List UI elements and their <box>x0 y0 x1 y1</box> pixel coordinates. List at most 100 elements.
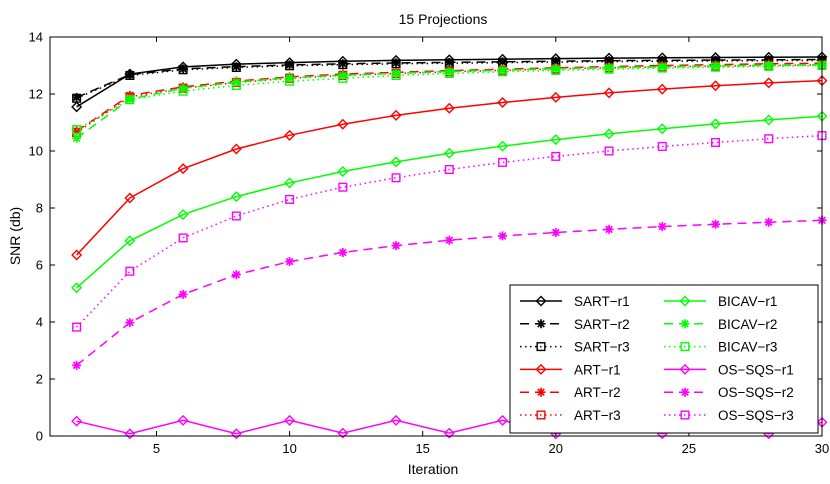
data-point <box>710 80 722 92</box>
legend-item: BICAV−r3 <box>664 340 777 355</box>
data-point <box>71 249 83 261</box>
data-point <box>604 62 614 72</box>
data-point <box>443 102 455 114</box>
series-line <box>76 64 823 131</box>
data-point <box>71 101 83 113</box>
data-point <box>711 219 721 229</box>
legend-marker <box>536 319 546 329</box>
data-point <box>764 134 774 144</box>
data-point <box>391 70 401 81</box>
legend-marker <box>535 295 547 307</box>
legend-item: ART−r3 <box>520 408 621 423</box>
legend-label: SART−r1 <box>574 294 630 309</box>
data-point <box>391 58 401 68</box>
x-axis-label: Iteration <box>408 461 459 477</box>
series-bicav-r1 <box>71 110 828 294</box>
data-point <box>178 289 188 299</box>
data-point <box>230 428 242 440</box>
data-point <box>178 233 188 243</box>
legend-marker <box>679 295 691 307</box>
series-os-sqs-r3 <box>72 131 827 332</box>
data-point <box>443 147 455 159</box>
data-point <box>550 91 562 103</box>
data-point <box>231 62 241 72</box>
x-tick-label: 20 <box>549 441 563 456</box>
data-point <box>72 92 82 102</box>
series-line <box>76 63 823 139</box>
legend-item: BICAV−r2 <box>664 317 777 332</box>
legend-marker <box>536 387 546 397</box>
data-point <box>178 83 188 93</box>
data-point <box>231 80 241 90</box>
data-point <box>71 282 83 294</box>
data-point <box>443 427 455 439</box>
data-point <box>497 140 509 152</box>
data-point <box>391 68 401 78</box>
data-point <box>551 65 561 75</box>
legend: SART−r1 SART−r2 SART−r3 ART−r1 ART−r2 ART−r3 B… <box>509 284 819 434</box>
legend-item: SART−r1 <box>520 294 630 309</box>
y-tick-label: 14 <box>29 30 43 45</box>
x-tick-label: 15 <box>415 441 429 456</box>
data-point <box>124 428 136 440</box>
legend-item: ART−r1 <box>520 362 621 377</box>
data-point <box>284 129 296 141</box>
legend-marker <box>680 410 690 420</box>
data-point <box>337 166 349 178</box>
data-point <box>231 211 241 221</box>
y-tick-label: 6 <box>36 258 43 273</box>
legend-item: SART−r2 <box>520 317 630 332</box>
data-point <box>338 182 348 192</box>
legend-label: OS−SQS−r2 <box>718 385 794 400</box>
data-point <box>72 133 82 143</box>
data-point <box>710 137 721 147</box>
legend-label: ART−r2 <box>574 385 621 400</box>
data-point <box>657 141 667 151</box>
data-point <box>390 109 402 121</box>
data-point <box>711 61 721 71</box>
data-point <box>603 128 615 140</box>
legend-marker <box>680 342 690 352</box>
data-point <box>125 70 135 80</box>
y-tick-label: 10 <box>29 144 43 159</box>
legend-item: OS−SQS−r2 <box>664 385 794 400</box>
axes-layer <box>49 36 823 437</box>
data-point <box>124 235 136 247</box>
data-point <box>230 191 242 203</box>
data-point <box>657 222 667 232</box>
data-point <box>656 123 668 135</box>
x-axis: 5 10 15 20 25 30 <box>153 37 829 456</box>
legend-marker <box>536 342 546 352</box>
legend-item: OS−SQS−r1 <box>664 362 794 377</box>
data-point <box>338 73 348 83</box>
data-point <box>390 414 402 426</box>
data-point <box>551 228 561 238</box>
data-point <box>285 76 295 86</box>
data-point <box>177 163 189 175</box>
data-point <box>551 151 561 161</box>
data-point <box>125 95 135 105</box>
legend-label: OS−SQS−r1 <box>718 362 794 377</box>
chart-title: 15 Projections <box>399 11 488 27</box>
y-axis: 0 2 4 6 8 10 12 14 <box>29 30 822 444</box>
data-point <box>550 134 562 146</box>
legend-marker <box>680 319 690 329</box>
data-point <box>390 156 402 168</box>
data-point <box>444 66 454 76</box>
legend-item: ART−r2 <box>520 385 621 400</box>
y-tick-label: 12 <box>29 87 43 102</box>
data-point <box>763 77 775 89</box>
data-point <box>72 126 82 136</box>
y-tick-label: 4 <box>36 315 43 330</box>
y-axis-label: SNR (db) <box>7 207 23 265</box>
data-point <box>124 192 136 204</box>
data-point <box>337 427 349 439</box>
legend-marker <box>535 363 547 375</box>
data-point <box>657 63 667 73</box>
legend-item: OS−SQS−r3 <box>664 408 794 423</box>
data-point <box>764 61 774 71</box>
data-point <box>444 235 454 245</box>
series-art-r1 <box>71 75 828 261</box>
series-line <box>76 62 823 132</box>
data-point <box>177 209 189 221</box>
